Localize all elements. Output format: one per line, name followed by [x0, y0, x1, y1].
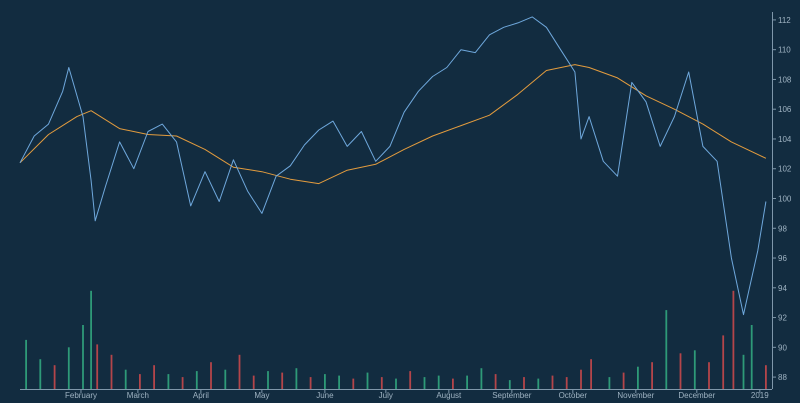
- volume-bar: [25, 339, 27, 389]
- volume-bar: [494, 374, 497, 389]
- volume-bar: [395, 378, 397, 389]
- volume-bar: [96, 344, 99, 389]
- x-tick-label: April: [193, 391, 209, 400]
- y-tick-label: 110: [778, 46, 791, 55]
- x-axis: February March April May June July August Septe…: [20, 389, 772, 400]
- volume-bar: [732, 290, 735, 389]
- volume-bar: [665, 310, 668, 389]
- x-tick-label: July: [379, 391, 393, 400]
- volume-bar: [53, 365, 56, 389]
- y-axis: 88 90 92 94 96 98 100 102 104 106 108 110 112: [772, 12, 792, 389]
- volume-bar: [82, 325, 84, 389]
- x-tick-label: October: [559, 391, 588, 400]
- volume-bar: [167, 374, 170, 389]
- moving-average-line: [19, 64, 767, 185]
- volume-bar: [252, 375, 255, 389]
- volume-bar: [210, 362, 212, 389]
- volume-bar: [39, 359, 42, 389]
- volume-bar: [622, 372, 625, 389]
- volume-bar: [580, 369, 582, 389]
- volume-bar: [352, 378, 355, 389]
- volume-bar: [693, 350, 696, 389]
- x-tick-label: February: [65, 391, 97, 400]
- volume-bar: [139, 374, 141, 389]
- y-tick-label: 94: [778, 284, 787, 293]
- price-series: [19, 16, 767, 316]
- x-tick-label: March: [127, 391, 149, 400]
- volume-bar: [765, 365, 767, 389]
- volume-bar: [90, 290, 92, 389]
- y-tick-label: 108: [778, 75, 792, 84]
- x-tick-label: September: [492, 391, 531, 400]
- volume-bar: [224, 369, 227, 389]
- volume-bar: [409, 371, 412, 389]
- volume-bar: [742, 354, 745, 389]
- y-tick-label: 96: [778, 254, 787, 263]
- volume-bar: [637, 366, 639, 389]
- volume-bar: [380, 377, 383, 389]
- volume-bars: [25, 290, 767, 389]
- y-tick-label: 112: [778, 16, 791, 25]
- price-line: [19, 16, 767, 316]
- volume-bar: [722, 335, 725, 389]
- volume-bar: [523, 377, 525, 389]
- volume-bar: [110, 354, 113, 389]
- volume-bar: [267, 371, 269, 389]
- x-tick-label: June: [316, 391, 334, 400]
- volume-bar: [366, 372, 369, 389]
- volume-bar: [238, 354, 241, 389]
- volume-bar: [708, 362, 710, 389]
- volume-bar: [537, 378, 540, 389]
- volume-bar: [338, 375, 340, 389]
- volume-bar: [324, 374, 326, 389]
- volume-bar: [423, 377, 426, 389]
- x-tick-label: May: [254, 391, 269, 400]
- volume-bar: [608, 377, 611, 389]
- volume-bar: [452, 378, 454, 389]
- volume-bar: [466, 375, 468, 389]
- volume-bar: [565, 377, 568, 389]
- x-tick-label: November: [617, 391, 654, 400]
- volume-bar: [309, 377, 312, 389]
- y-tick-label: 88: [778, 373, 787, 382]
- volume-bar: [195, 371, 198, 389]
- x-tick-label: August: [436, 391, 462, 400]
- volume-bar: [508, 380, 511, 389]
- volume-bar: [437, 375, 440, 389]
- x-tick-label: 2019: [751, 391, 769, 400]
- y-tick-label: 92: [778, 314, 787, 323]
- volume-bar: [679, 353, 682, 389]
- volume-bar: [651, 362, 653, 389]
- y-tick-label: 100: [778, 195, 792, 204]
- y-tick-label: 102: [778, 165, 792, 174]
- y-tick-label: 104: [778, 135, 792, 144]
- volume-bar: [124, 369, 127, 389]
- volume-bar: [551, 375, 554, 389]
- volume-bar: [590, 359, 592, 389]
- volume-bar: [281, 372, 284, 389]
- volume-bar: [153, 365, 155, 389]
- volume-bar: [480, 368, 483, 389]
- x-tick-label: December: [678, 391, 715, 400]
- volume-bar: [181, 377, 184, 389]
- volume-bar: [750, 325, 753, 389]
- volume-bar: [67, 347, 70, 389]
- y-tick-label: 90: [778, 343, 787, 352]
- y-tick-label: 106: [778, 105, 792, 114]
- y-tick-label: 98: [778, 224, 787, 233]
- volume-bar: [295, 368, 298, 389]
